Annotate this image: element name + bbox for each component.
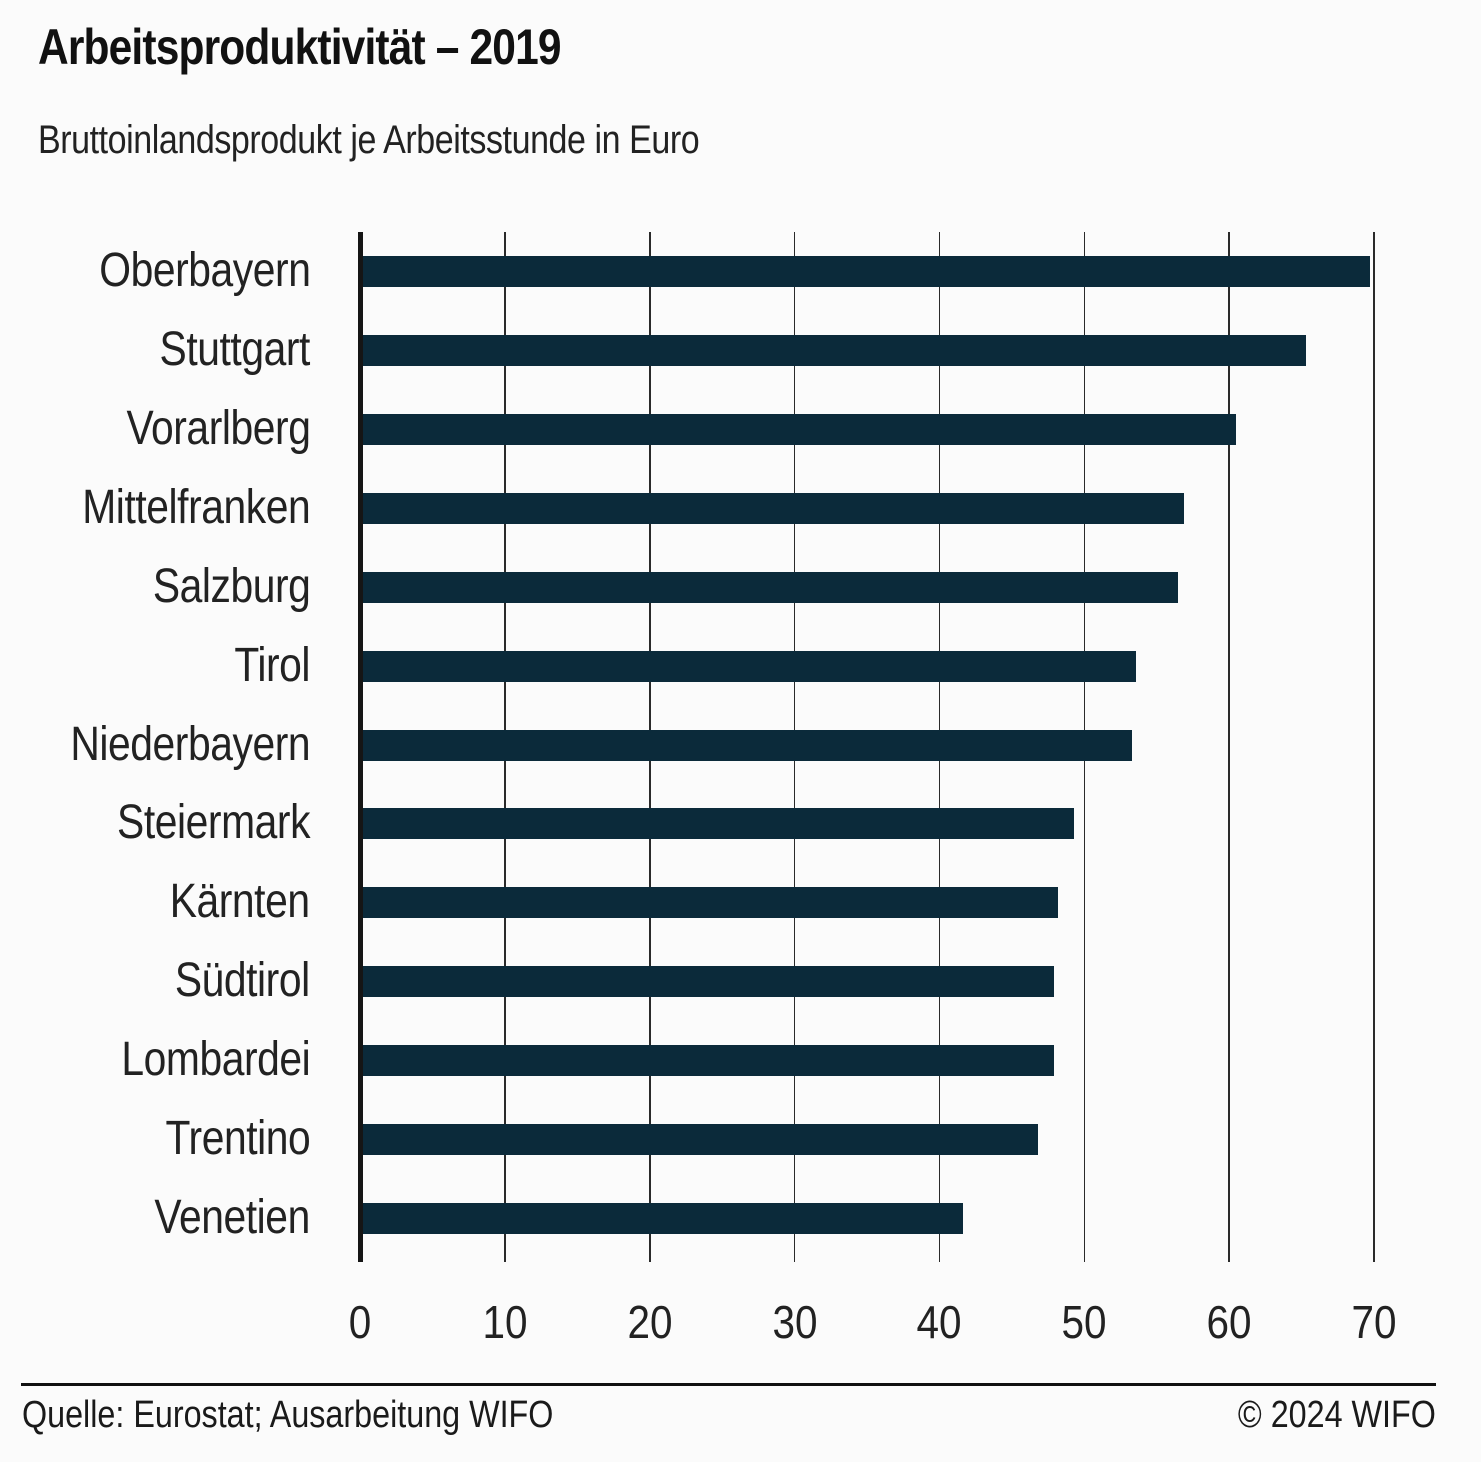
gridline-70 <box>1373 232 1375 1262</box>
x-tick-label-text: 20 <box>627 1296 673 1348</box>
bar <box>360 650 1137 682</box>
x-tick-label-text: 50 <box>1061 1296 1107 1348</box>
copyright-note-text: © 2024 WIFO <box>1238 1394 1436 1436</box>
x-tick-label-text: 60 <box>1206 1296 1252 1348</box>
x-tick-label-40: 40 <box>914 1295 965 1349</box>
bar <box>360 334 1306 366</box>
category-label-text: Trentino <box>165 1112 310 1166</box>
bar <box>360 1045 1054 1077</box>
category-label: Kärnten <box>0 863 310 942</box>
x-tick-label-text: 70 <box>1351 1296 1397 1348</box>
bar <box>360 413 1237 445</box>
x-tick-label-70: 70 <box>1348 1295 1399 1349</box>
category-label: Mittelfranken <box>0 469 310 548</box>
category-label-text: Salzburg <box>152 559 310 613</box>
category-label: Venetien <box>0 1179 311 1258</box>
x-tick-label-text: 10 <box>482 1296 528 1348</box>
category-label: Trentino <box>0 1100 310 1179</box>
category-label-text: Vorarlberg <box>126 401 310 455</box>
category-label-text: Südtirol <box>175 954 310 1008</box>
bar <box>360 966 1054 998</box>
chart-subtitle: Bruttoinlandsprodukt je Arbeitsstunde in… <box>38 118 816 163</box>
x-tick-label-50: 50 <box>1059 1295 1110 1349</box>
chart-title: Arbeitsproduktivität – 2019 <box>38 18 653 76</box>
x-tick-label-text: 0 <box>348 1296 372 1348</box>
category-label: Tirol <box>0 627 310 706</box>
chart-subtitle-text: Bruttoinlandsprodukt je Arbeitsstunde in… <box>38 118 700 162</box>
category-label-text: Oberbayern <box>98 244 311 297</box>
category-label: Oberbayern <box>0 232 311 311</box>
bar <box>360 255 1370 287</box>
bar <box>360 887 1059 919</box>
category-label: Südtirol <box>0 942 310 1021</box>
category-label-text: Lombardei <box>121 1033 310 1087</box>
x-tick-label-60: 60 <box>1204 1295 1255 1349</box>
footer-divider <box>21 1383 1436 1386</box>
category-label: Stuttgart <box>0 311 311 390</box>
bar <box>360 571 1179 603</box>
copyright-note: © 2024 WIFO <box>1203 1394 1436 1437</box>
x-tick-label-text: 40 <box>916 1296 962 1348</box>
gridline-60 <box>1228 232 1230 1262</box>
category-label: Lombardei <box>0 1021 310 1100</box>
y-axis-line <box>357 232 363 1262</box>
source-note: Quelle: Eurostat; Ausarbeitung WIFO <box>22 1394 647 1437</box>
category-label: Niederbayern <box>0 706 310 785</box>
bar <box>360 492 1185 524</box>
chart-title-text: Arbeitsproduktivität – 2019 <box>38 19 561 75</box>
x-tick-label-10: 10 <box>479 1295 530 1349</box>
category-label: Vorarlberg <box>0 390 310 469</box>
category-label-text: Stuttgart <box>159 322 311 376</box>
bar <box>360 1203 963 1235</box>
bar <box>360 1124 1038 1156</box>
category-label-text: Kärnten <box>170 875 310 929</box>
category-label-text: Niederbayern <box>70 717 310 771</box>
bar <box>360 729 1133 761</box>
x-tick-label-text: 30 <box>772 1296 818 1348</box>
category-label-text: Steiermark <box>116 796 310 850</box>
category-label-text: Mittelfranken <box>81 480 310 534</box>
source-note-text: Quelle: Eurostat; Ausarbeitung WIFO <box>22 1394 554 1436</box>
bar <box>360 808 1075 840</box>
category-label-text: Venetien <box>154 1191 311 1245</box>
x-tick-label-20: 20 <box>624 1295 675 1349</box>
category-label: Steiermark <box>0 784 310 863</box>
x-tick-label-0: 0 <box>347 1295 373 1349</box>
category-label: Salzburg <box>0 548 310 627</box>
x-tick-label-30: 30 <box>769 1295 820 1349</box>
category-label-text: Tirol <box>234 638 310 692</box>
